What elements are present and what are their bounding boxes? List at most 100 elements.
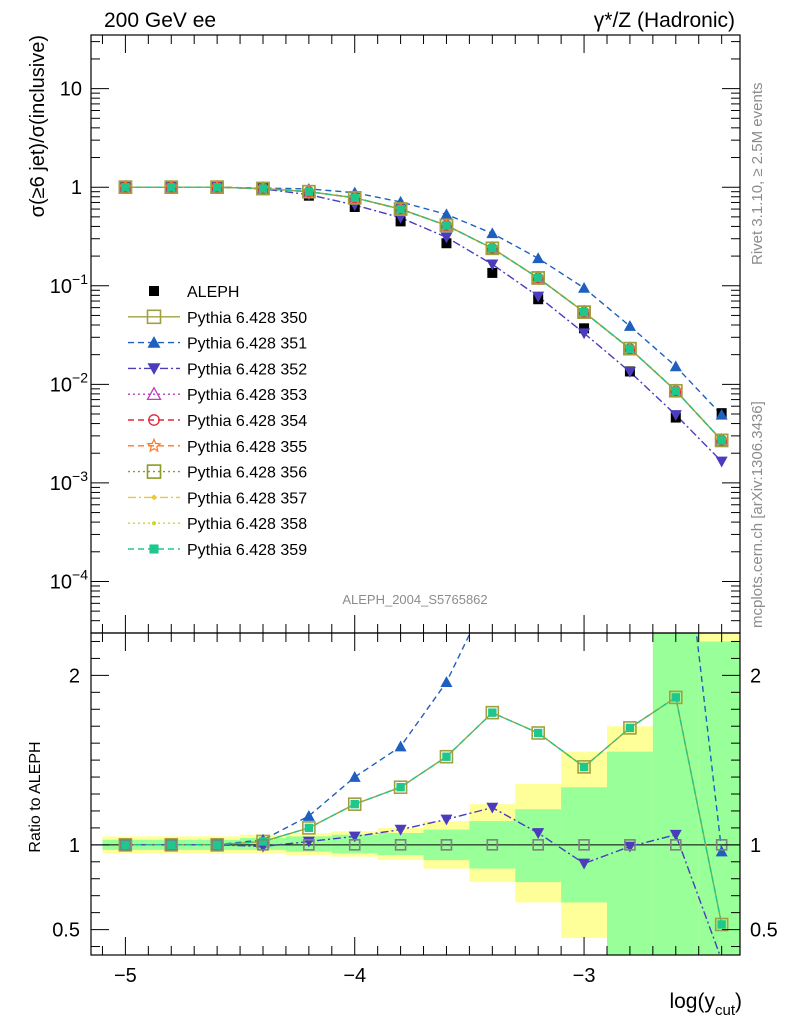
series-point [717,436,726,445]
series-point [164,180,179,194]
uncertainty-band-green [698,641,740,955]
series-point [393,202,408,216]
series-point [623,320,636,331]
legend-label: Pythia 6.428 359 [187,542,307,559]
legend-marker [147,363,161,375]
uncertainty-band-green [377,832,424,856]
x-tick-label: −5 [114,965,137,987]
y-tick-label: 10−4 [50,566,88,593]
ratio-point [347,797,362,811]
x-axis-title: log(ycut) [669,990,742,1019]
ratio-point [668,690,683,705]
series-point [212,182,222,192]
legend-label: Pythia 6.428 353 [187,387,307,404]
ratio-point [396,783,405,792]
ratio-y-tick-label: 2 [750,665,761,687]
ratio-point [302,810,315,821]
y-tick-label: 10−2 [50,369,88,396]
series-point [485,241,500,256]
ratio-point [714,917,729,932]
series-point [715,408,728,420]
series-point [579,307,589,317]
legend-marker [149,544,159,554]
y-tick-label: 10−1 [50,271,88,298]
ratio-data-point [486,839,499,851]
ratio-point [486,802,499,814]
ratio-point [442,752,451,761]
ratio-point [348,771,361,782]
legend-label: Pythia 6.428 355 [187,439,307,456]
ratio-point [394,740,407,752]
series-point [532,252,545,264]
series-point [578,328,591,340]
legend-marker [146,437,162,453]
ratio-y-axis-title: Ratio to ALEPH [27,741,44,852]
x-tick-label: −4 [343,965,366,987]
data-point [487,267,498,278]
legend-marker [149,286,159,296]
ratio-y-tick-label: 0.5 [52,920,80,942]
rivet-label: Rivet 3.1.10, ≥ 2.5M events [749,83,766,266]
ratio-point [439,749,454,764]
ratio-series-line [125,696,723,925]
ratio-series-line [125,633,723,852]
series-point [256,181,270,196]
ratio-data-point [624,839,636,851]
series-point [714,433,729,448]
legend-marker [148,414,160,426]
ratio-point [258,837,268,846]
ratio-y-tick-label: 2 [69,665,80,687]
series-point [350,193,359,203]
ratio-point [533,728,543,738]
legend-label: ALEPH [187,284,239,301]
series-line [125,186,723,441]
series-point [669,360,682,372]
series-point [121,182,130,192]
ratio-data-point [348,839,361,851]
x-tick-label: −3 [573,965,596,987]
series-line [125,186,723,416]
ratio-point [488,708,497,717]
y-tick-label: 1 [71,177,82,199]
series-point [669,410,682,421]
y-tick-label: 10 [60,79,82,101]
series-point [577,305,591,319]
ratio-point [623,721,637,735]
ratio-point [302,821,316,835]
series-point [302,184,316,199]
series-point [396,204,405,214]
legend-marker [146,386,162,401]
legend-marker [146,309,162,325]
uncertainty-band-green [652,633,699,955]
ratio-data-point [119,839,132,851]
legend-label: Pythia 6.428 352 [187,361,307,378]
ratio-point [440,814,453,826]
ratio-point [212,840,222,850]
legend-label: Pythia 6.428 351 [187,336,307,353]
ratio-data-point [211,839,223,851]
series-point [347,191,362,205]
series-point [668,383,683,398]
ratio-point [440,676,453,687]
series-point [623,366,636,378]
series-point [439,218,454,233]
ratio-data-point [303,839,315,851]
ratio-data-point [394,839,407,851]
series-point [486,259,499,271]
legend-label: Pythia 6.428 354 [187,413,307,430]
ratio-point [485,705,500,720]
ratio-point [304,823,314,833]
legend-marker [151,494,157,501]
ratio-point [350,799,359,809]
series-point [715,456,728,468]
series-point [304,187,314,196]
ratio-point [394,824,407,836]
legend-marker [152,521,156,526]
series-point [394,195,407,207]
mcplots-label: mcplots.cern.ch [arXiv:1306.3436] [749,401,766,628]
ratio-point [393,780,408,795]
series-point [167,182,176,192]
ratio-point [531,726,545,740]
uncertainty-band-green [606,751,653,955]
